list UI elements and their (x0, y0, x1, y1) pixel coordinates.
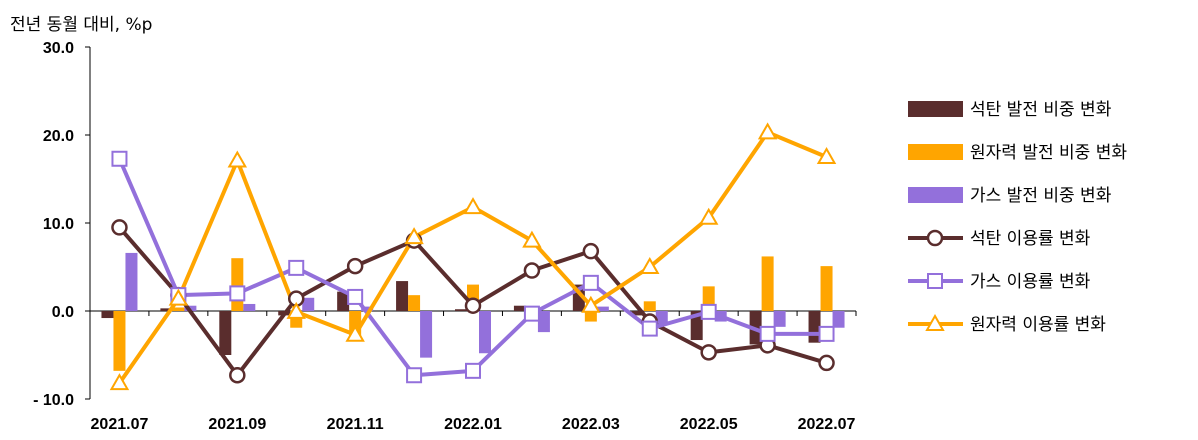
bar (361, 306, 374, 311)
data-point (641, 320, 658, 337)
bar (231, 258, 244, 311)
data-point (582, 242, 600, 260)
data-point (288, 259, 305, 276)
data-point (523, 262, 541, 279)
data-point (816, 146, 837, 164)
legend-label: 가스 이용률 변화 (970, 272, 1091, 292)
bar (761, 256, 774, 311)
bar (479, 311, 491, 354)
data-point (463, 197, 483, 215)
y-tick-label: 0.0 (52, 304, 74, 321)
data-point (582, 274, 599, 291)
data-point (464, 297, 482, 314)
data-point (698, 207, 719, 225)
axes: 30.0 20.0 10.0 0.0 - 10.0 2021.07 2021.09 2021.… (33, 40, 857, 433)
legend-label: 석탄 이용률 변화 (970, 229, 1091, 249)
bar (113, 311, 126, 371)
bar (408, 295, 421, 311)
x-tick-label: 2021.07 (91, 416, 149, 433)
data-point (523, 305, 540, 322)
bar (125, 252, 138, 311)
data-point (229, 285, 246, 302)
bar (643, 301, 656, 311)
data-point (640, 256, 660, 274)
legend-swatch (908, 187, 963, 203)
bar (160, 308, 173, 311)
x-tick-label: 2021.11 (327, 416, 384, 433)
bar (420, 311, 433, 358)
data-point (926, 229, 944, 247)
data-point (406, 367, 423, 384)
y-tick-label: 10.0 (43, 216, 74, 233)
data-point (818, 354, 835, 372)
bar (513, 305, 526, 311)
bar (584, 311, 597, 322)
bar (596, 306, 609, 311)
bar (773, 311, 786, 327)
bar (832, 311, 845, 328)
legend-label: 원자력 발전 비중 변화 (970, 143, 1127, 163)
bar (396, 281, 409, 311)
data-point (757, 122, 778, 140)
legend-label: 석탄 발전 비중 변화 (970, 100, 1112, 120)
data-point (522, 230, 542, 248)
y-tick-label: 20.0 (43, 128, 74, 145)
x-tick-label: 2022.05 (680, 416, 738, 433)
data-point (700, 344, 717, 361)
x-tick-label: 2021.09 (208, 416, 266, 433)
legend-swatch (908, 101, 963, 117)
data-point (109, 373, 130, 391)
bar (537, 311, 550, 333)
bar (243, 303, 256, 311)
data-point (404, 227, 424, 245)
legend-label: 가스 발전 비중 변화 (970, 186, 1112, 206)
bar (172, 307, 185, 311)
legend-label: 원자력 이용률 변화 (970, 315, 1106, 335)
data-point (700, 303, 717, 320)
bar (302, 297, 315, 311)
x-tick-label: 2022.03 (562, 416, 620, 433)
data-point (925, 313, 945, 331)
data-point (111, 150, 128, 167)
data-point (346, 257, 364, 275)
bar (655, 311, 668, 325)
bar (631, 311, 644, 316)
y-axis-unit-label: 전년 동월 대비, %p (10, 15, 153, 35)
y-tick-label: - 10.0 (33, 392, 74, 409)
data-point (286, 301, 306, 319)
lines (109, 122, 837, 391)
bar (690, 311, 703, 341)
data-point (111, 219, 128, 236)
data-point (759, 325, 776, 342)
data-point (927, 273, 943, 289)
bar (337, 291, 350, 311)
data-point (347, 288, 364, 305)
data-point (465, 362, 481, 379)
data-point (818, 325, 835, 342)
legend-swatch (908, 144, 963, 160)
data-point (581, 295, 601, 313)
data-point (168, 288, 189, 306)
bar (219, 311, 232, 355)
bar (101, 311, 114, 319)
data-point (229, 366, 246, 384)
x-tick-label: 2022.07 (798, 416, 856, 433)
bar (820, 266, 833, 311)
data-point (227, 150, 248, 168)
data-point (345, 324, 365, 342)
x-tick-label: 2022.01 (444, 416, 502, 433)
y-tick-label: 30.0 (43, 40, 74, 57)
bar (455, 309, 467, 311)
